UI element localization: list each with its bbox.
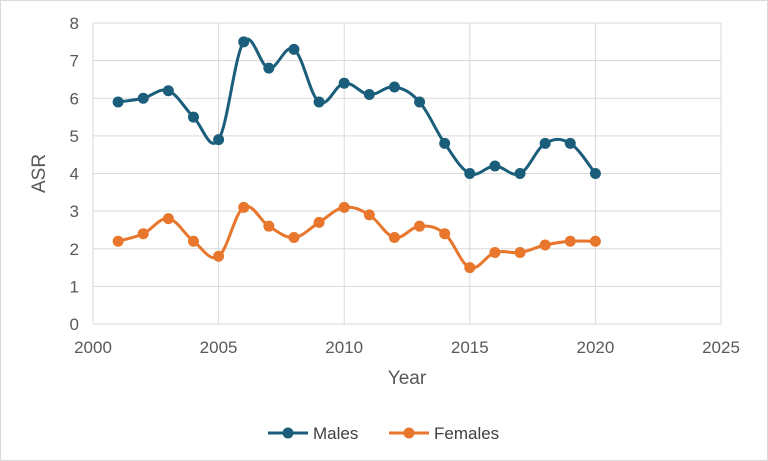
- data-point-females: [313, 216, 325, 228]
- data-point-females: [514, 247, 526, 259]
- data-point-females: [564, 235, 576, 247]
- y-tick-label: 1: [70, 277, 79, 296]
- data-point-females: [137, 228, 149, 240]
- data-point-males: [363, 88, 375, 100]
- gridlines: [92, 22, 722, 325]
- y-tick-label: 5: [70, 127, 79, 146]
- data-point-females: [363, 209, 375, 221]
- legend-item-males: Males: [268, 424, 358, 443]
- data-point-males: [439, 137, 451, 149]
- y-tick-label: 8: [70, 14, 79, 33]
- data-point-females: [464, 262, 476, 274]
- data-point-females: [589, 235, 601, 247]
- legend-marker-males: [282, 427, 294, 439]
- data-point-males: [112, 96, 124, 108]
- y-axis-title: ASR: [29, 154, 50, 193]
- data-point-females: [489, 247, 501, 259]
- series-females: [112, 201, 601, 274]
- series-line-males: [117, 37, 597, 176]
- data-point-males: [539, 137, 551, 149]
- data-point-males: [414, 96, 426, 108]
- x-axis-title: Year: [388, 368, 427, 389]
- x-tick-label: 2005: [200, 338, 238, 357]
- data-point-males: [162, 85, 174, 97]
- data-point-females: [388, 231, 400, 243]
- x-tick-label: 2015: [451, 338, 489, 357]
- data-point-males: [338, 77, 350, 89]
- y-tick-label: 2: [70, 240, 79, 259]
- series-line-females: [117, 204, 596, 270]
- data-point-females: [539, 239, 551, 251]
- data-point-males: [464, 168, 476, 179]
- data-point-females: [338, 201, 350, 213]
- data-point-males: [313, 96, 325, 108]
- data-point-females: [439, 228, 451, 240]
- data-point-females: [112, 235, 124, 247]
- x-tick-label: 2025: [702, 338, 740, 357]
- y-tick-label: 6: [70, 89, 79, 108]
- series-layer: [112, 36, 601, 274]
- axes: 0 1 2 3 4 5 6 7 8 2000 2005 2010 2015 2020 2025: [70, 14, 740, 357]
- legend-label-males: Males: [313, 424, 358, 443]
- data-point-males: [263, 62, 275, 74]
- y-tick-label: 3: [70, 202, 79, 221]
- data-point-males: [564, 137, 576, 149]
- data-point-females: [288, 231, 300, 243]
- data-point-females: [238, 201, 250, 213]
- x-tick-label: 2010: [325, 338, 363, 357]
- data-point-males: [589, 168, 601, 179]
- data-point-females: [263, 220, 275, 232]
- series-males: [112, 36, 601, 179]
- y-tick-label: 0: [70, 315, 79, 334]
- data-point-males: [514, 168, 526, 179]
- x-tick-label: 2020: [576, 338, 614, 357]
- data-point-males: [187, 111, 199, 123]
- data-point-males: [213, 134, 225, 146]
- data-point-males: [489, 160, 501, 172]
- legend-marker-females: [403, 427, 415, 439]
- legend-label-females: Females: [434, 424, 499, 443]
- data-point-males: [388, 81, 400, 93]
- data-point-females: [213, 250, 225, 262]
- data-point-males: [288, 43, 300, 55]
- data-point-females: [187, 235, 199, 247]
- y-tick-label: 7: [70, 52, 79, 71]
- legend: Males Females: [268, 424, 499, 443]
- data-point-males: [238, 36, 250, 48]
- data-point-males: [137, 92, 149, 104]
- x-tick-label: 2000: [74, 338, 112, 357]
- legend-item-females: Females: [389, 424, 499, 443]
- data-point-females: [414, 220, 426, 232]
- data-point-females: [162, 213, 174, 225]
- y-tick-label: 4: [70, 165, 79, 184]
